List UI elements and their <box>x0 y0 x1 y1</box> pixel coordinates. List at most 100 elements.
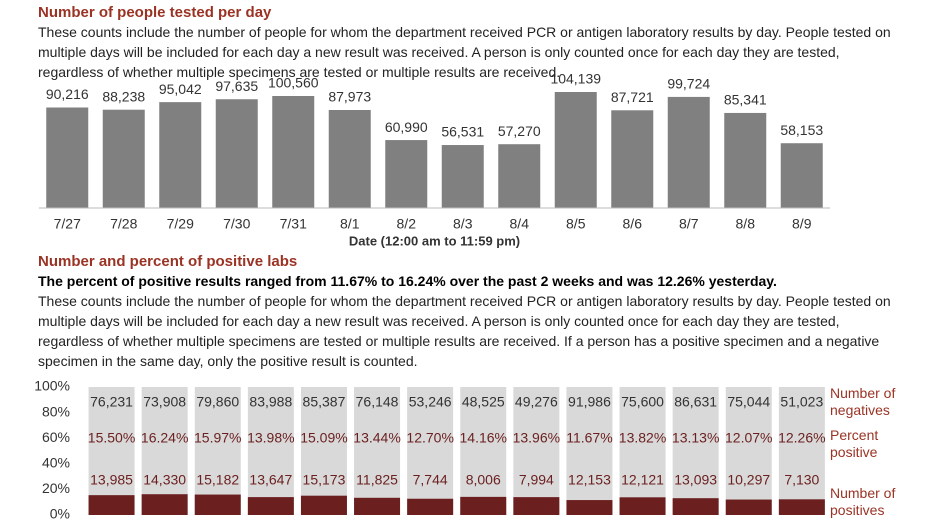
x-tick-label: 8/3 <box>453 216 473 232</box>
bar <box>498 144 541 208</box>
legend-label: Percent positive <box>830 427 879 460</box>
data-label: 87,973 <box>328 89 371 105</box>
bar <box>460 496 507 515</box>
bar <box>407 498 454 515</box>
data-label: 85,387 <box>303 394 346 410</box>
data-label: 91,986 <box>568 394 611 410</box>
bar <box>300 495 347 515</box>
bar-track <box>247 387 294 515</box>
x-tick-label: 8/2 <box>397 216 417 232</box>
x-tick-label: 8/7 <box>679 216 699 232</box>
data-label: 12.26% <box>778 430 825 446</box>
bar <box>247 497 294 515</box>
data-label: 12.70% <box>406 430 453 446</box>
data-label: 14.16% <box>460 430 507 446</box>
bar <box>102 109 145 208</box>
bar-track <box>566 387 613 515</box>
data-label: 13,093 <box>674 472 717 488</box>
data-label: 15.50% <box>88 430 135 446</box>
data-label: 104,139 <box>550 71 601 87</box>
data-label: 49,276 <box>515 394 558 410</box>
data-label: 58,153 <box>780 122 823 138</box>
chart-title: Number of people tested per day <box>38 4 272 21</box>
x-tick-label: 8/9 <box>792 216 812 232</box>
x-axis-title: Date (12:00 am to 11:59 pm) <box>349 233 520 248</box>
y-tick-label: 60% <box>42 429 70 445</box>
x-tick-label: 8/8 <box>736 216 756 232</box>
bar <box>215 99 258 208</box>
bar-track <box>619 387 666 515</box>
bar <box>672 498 719 515</box>
data-label: 79,860 <box>196 394 239 410</box>
data-label: 13.98% <box>247 430 294 446</box>
data-label: 57,270 <box>498 123 541 139</box>
legend-label: Number of negatives <box>830 385 896 418</box>
bar <box>141 494 188 515</box>
x-tick-label: 7/30 <box>223 216 250 232</box>
bar-track <box>725 387 772 515</box>
data-label: 11,825 <box>356 472 398 488</box>
bar <box>88 495 135 515</box>
data-label: 76,231 <box>90 394 133 410</box>
subtitle: The percent of positive results ranged f… <box>38 273 777 289</box>
data-label: 97,635 <box>215 78 258 94</box>
bar <box>328 110 371 208</box>
bar <box>619 497 666 515</box>
data-label: 86,631 <box>674 394 717 410</box>
data-label: 12,153 <box>568 472 611 488</box>
data-label: 51,023 <box>780 394 823 410</box>
data-label: 15.97% <box>194 430 241 446</box>
data-label: 16.24% <box>141 430 188 446</box>
data-label: 8,006 <box>466 472 501 488</box>
bar <box>667 96 710 208</box>
x-tick-label: 8/5 <box>566 216 586 232</box>
bar-track <box>88 387 135 515</box>
data-label: 83,988 <box>249 394 292 410</box>
data-label: 87,721 <box>611 89 654 105</box>
data-label: 13.44% <box>353 430 400 446</box>
bar-track <box>778 387 825 515</box>
bar <box>566 500 613 515</box>
data-label: 15.09% <box>300 430 347 446</box>
y-tick-label: 40% <box>42 455 70 471</box>
data-label: 48,525 <box>462 394 505 410</box>
bar <box>724 112 767 208</box>
data-label: 99,724 <box>667 76 710 92</box>
data-label: 60,990 <box>385 119 428 135</box>
bar-track <box>300 387 347 515</box>
bar <box>780 143 823 208</box>
x-tick-label: 7/31 <box>280 216 307 232</box>
bar <box>725 499 772 515</box>
data-label: 90,216 <box>46 86 89 102</box>
x-tick-label: 8/4 <box>510 216 530 232</box>
bar-track <box>354 387 401 515</box>
bar-track <box>672 387 719 515</box>
bar-track <box>513 387 560 515</box>
data-label: 76,148 <box>356 394 399 410</box>
bar <box>441 145 484 208</box>
y-tick-label: 20% <box>42 480 70 496</box>
x-tick-label: 8/1 <box>340 216 360 232</box>
bar <box>513 497 560 515</box>
data-label: 13,985 <box>90 472 133 488</box>
data-label: 12.07% <box>725 430 772 446</box>
data-label: 85,341 <box>724 92 767 108</box>
bar <box>385 140 428 208</box>
data-label: 100,560 <box>268 75 319 91</box>
data-label: 75,044 <box>727 394 770 410</box>
data-label: 95,042 <box>159 81 202 97</box>
bar-track <box>460 387 507 515</box>
data-label: 56,531 <box>441 124 484 140</box>
y-tick-label: 80% <box>42 403 70 419</box>
data-label: 7,130 <box>784 472 819 488</box>
data-label: 14,330 <box>143 472 186 488</box>
data-label: 15,173 <box>303 472 346 488</box>
y-tick-label: 0% <box>50 506 70 522</box>
data-label: 7,994 <box>519 472 554 488</box>
data-label: 13.82% <box>619 430 666 446</box>
data-label: 75,600 <box>621 394 664 410</box>
bar <box>194 494 241 515</box>
data-label: 88,238 <box>102 88 145 104</box>
